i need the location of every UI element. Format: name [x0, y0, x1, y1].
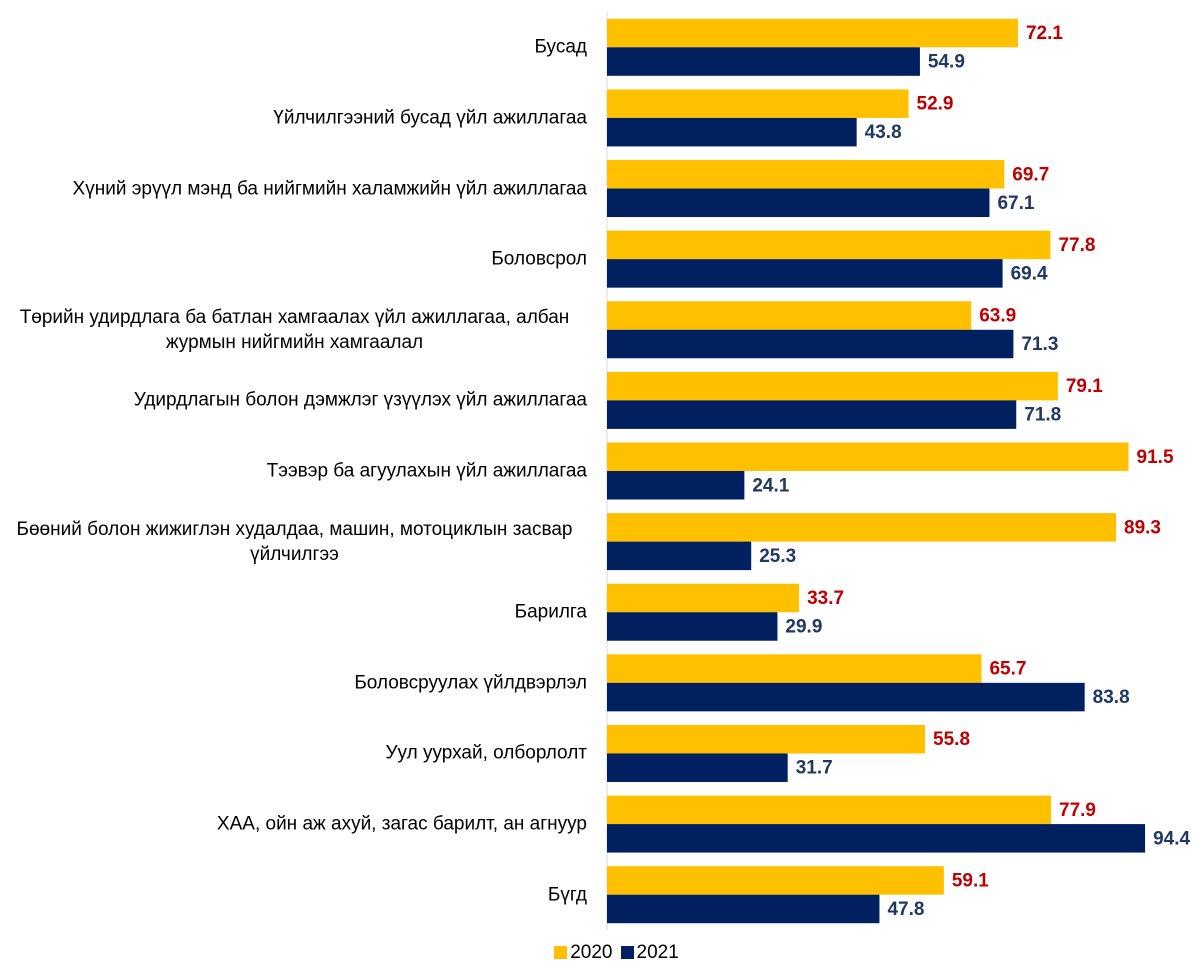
bar	[607, 471, 745, 500]
bar	[607, 513, 1117, 542]
data-label: 91.5	[1137, 447, 1174, 468]
data-label: 83.8	[1093, 687, 1130, 708]
legend: 2020 2021	[0, 942, 1203, 964]
data-label: 31.7	[796, 758, 833, 779]
category-label: ХАА, ойн аж ахуй, загас барилт, ан агнуу…	[216, 813, 587, 835]
bar	[607, 18, 1018, 48]
bar	[607, 753, 788, 782]
bar	[607, 795, 1052, 825]
bar	[607, 824, 1146, 853]
category-label: Бөөний болон жижиглэн худалдаа, машин, м…	[16, 518, 573, 565]
bar	[607, 301, 972, 330]
category-label: Хүний эрүүл мэнд ба нийгмийн халамжийн ү…	[72, 178, 587, 200]
data-label: 24.1	[752, 475, 789, 496]
legend-label: 2021	[636, 942, 679, 963]
data-label: 77.8	[1058, 235, 1095, 256]
data-label: 25.3	[759, 546, 796, 567]
bar	[607, 259, 1003, 288]
category-label: Төрийн удирдлага ба батлан хамгаалах үйл…	[19, 306, 570, 353]
category-label-box: Бүгд	[0, 882, 587, 907]
data-label: 55.8	[933, 729, 970, 750]
data-label: 63.9	[979, 306, 1016, 327]
data-label: 54.9	[928, 52, 965, 73]
bar	[607, 442, 1129, 471]
category-label-box: Хүний эрүүл мэнд ба нийгмийн халамжийн ү…	[0, 176, 587, 201]
bar	[607, 724, 926, 754]
data-label: 47.8	[887, 899, 924, 920]
category-label-box: ХАА, ойн аж ахуй, загас барилт, ан агнуу…	[0, 812, 587, 837]
category-label-box: Тээвэр ба агуулахын үйл ажиллагаа	[0, 459, 587, 484]
data-label: 94.4	[1153, 828, 1190, 849]
category-label-box: Боловсрол	[0, 247, 587, 272]
category-label: Боловсрол	[491, 248, 587, 270]
bar	[607, 371, 1058, 401]
data-label: 67.1	[997, 193, 1034, 214]
legend-item: 2021	[620, 942, 679, 964]
data-label: 29.9	[785, 616, 822, 637]
category-label-box: Удирдлагын болон дэмжлэг үзүүлэх үйл ажи…	[0, 388, 587, 413]
category-label-box: Барилга	[0, 600, 587, 625]
bar	[607, 400, 1017, 429]
legend-swatch	[554, 946, 568, 959]
category-label: Үйлчилгээний бусад үйл ажиллагаа	[273, 107, 587, 129]
bar	[607, 89, 909, 118]
data-label: 79.1	[1066, 376, 1103, 397]
data-label: 89.3	[1124, 517, 1161, 538]
legend-swatch	[620, 946, 634, 959]
data-label: 65.7	[989, 659, 1026, 680]
category-label-box: Боловсруулах үйлдвэрлэл	[0, 670, 587, 695]
bar	[607, 654, 982, 683]
category-label-box: Уул уурхай, олборлолт	[0, 741, 587, 766]
category-label-box: Төрийн удирдлага ба батлан хамгаалах үйл…	[0, 305, 587, 355]
bar	[607, 117, 857, 147]
bar	[607, 612, 778, 641]
bar	[607, 682, 1085, 712]
legend-item: 2020	[554, 942, 613, 964]
bar	[607, 188, 990, 218]
data-label: 69.4	[1011, 263, 1048, 284]
category-label: Удирдлагын болон дэмжлэг үзүүлэх үйл ажи…	[133, 389, 587, 411]
bar	[607, 583, 800, 613]
category-label-box: Бөөний болон жижиглэн худалдаа, машин, м…	[0, 517, 587, 567]
category-label: Тээвэр ба агуулахын үйл ажиллагаа	[266, 460, 587, 482]
data-label: 77.9	[1059, 800, 1096, 821]
category-label: Бусад	[534, 36, 588, 58]
data-label: 43.8	[865, 122, 902, 143]
category-label: Уул уурхай, олборлолт	[385, 742, 587, 764]
bar	[607, 329, 1014, 359]
data-label: 59.1	[952, 870, 989, 891]
bar	[607, 47, 920, 76]
legend-label: 2020	[570, 942, 613, 963]
category-label-box: Бусад	[0, 35, 588, 60]
data-label: 52.9	[917, 94, 954, 115]
category-label: Боловсруулах үйлдвэрлэл	[354, 672, 587, 694]
data-label: 69.7	[1012, 164, 1049, 185]
category-label: Бүгд	[547, 884, 587, 906]
bar	[607, 160, 1005, 189]
data-label: 71.3	[1021, 334, 1058, 355]
bar	[607, 894, 880, 924]
bar	[607, 230, 1051, 260]
data-label: 33.7	[807, 588, 844, 609]
bar	[607, 866, 944, 895]
data-label: 71.8	[1024, 405, 1061, 426]
category-label-box: Үйлчилгээний бусад үйл ажиллагаа	[0, 105, 587, 130]
category-label: Барилга	[514, 601, 587, 623]
bar	[607, 541, 752, 571]
data-label: 72.1	[1026, 23, 1063, 44]
